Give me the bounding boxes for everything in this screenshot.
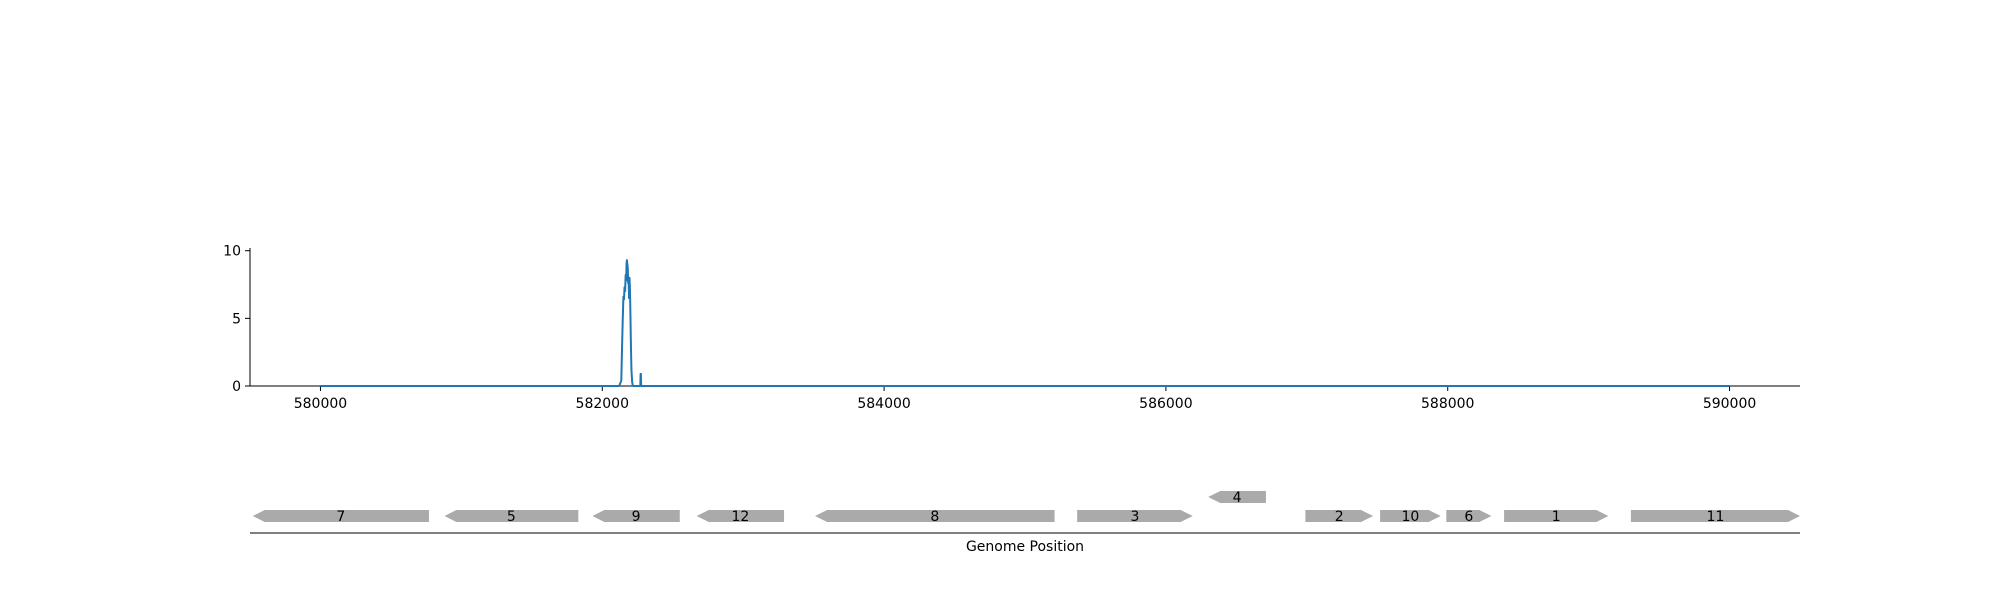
gene-feature: 9 xyxy=(592,509,680,525)
gene-arrow xyxy=(1630,510,1800,522)
gene-arrow xyxy=(1305,510,1374,522)
gene-label: 6 xyxy=(1464,509,1473,525)
gene-label: 10 xyxy=(1401,509,1419,525)
gene-features: 7 5 9 12 8 342 10 6 1 11 xyxy=(252,490,1800,525)
y-tick-label: 0 xyxy=(232,379,241,395)
gene-feature: 1 xyxy=(1504,509,1609,525)
gene-feature: 2 xyxy=(1305,509,1374,525)
gene-feature: 11 xyxy=(1630,509,1800,525)
gene-feature: 8 xyxy=(815,509,1055,525)
gene-arrow xyxy=(815,510,1055,522)
x-tick-label: 580000 xyxy=(294,396,347,412)
gene-feature: 5 xyxy=(444,509,579,525)
gene-label: 11 xyxy=(1707,509,1725,525)
gene-arrow xyxy=(1380,510,1441,522)
coverage-plot: 580000 582000 584000 586000 588000 590000 0 5 1… xyxy=(223,244,1800,412)
gene-label: 2 xyxy=(1335,509,1344,525)
x-tick-label: 586000 xyxy=(1139,396,1192,412)
gene-arrow xyxy=(1504,510,1609,522)
gene-feature: 10 xyxy=(1380,509,1441,525)
gene-label: 9 xyxy=(632,509,641,525)
x-tick-label: 582000 xyxy=(576,396,629,412)
x-tick-label: 584000 xyxy=(857,396,910,412)
coverage-y-ticks: 0 5 10 xyxy=(223,244,250,395)
coverage-line xyxy=(320,259,1730,387)
y-tick-label: 5 xyxy=(232,311,241,327)
gene-feature: 6 xyxy=(1446,509,1492,525)
coverage-lines xyxy=(320,259,1730,387)
x-tick-label: 590000 xyxy=(1703,396,1756,412)
gene-label: 3 xyxy=(1130,509,1139,525)
gene-feature: 7 xyxy=(252,509,429,525)
gene-arrow xyxy=(1208,491,1266,503)
gene-arrow xyxy=(696,510,785,522)
gene-feature: 12 xyxy=(696,509,785,525)
gene-label: 5 xyxy=(507,509,516,525)
gene-map-xlabel: Genome Position xyxy=(966,539,1084,555)
gene-label: 4 xyxy=(1233,490,1242,506)
gene-feature: 4 xyxy=(1208,490,1266,506)
gene-arrow xyxy=(1077,510,1193,522)
coverage-x-ticks: 580000 582000 584000 586000 588000 590000 xyxy=(294,386,1756,412)
y-tick-label: 10 xyxy=(223,244,241,260)
gene-label: 1 xyxy=(1552,509,1561,525)
gene-arrow xyxy=(444,510,579,522)
gene-arrow xyxy=(1446,510,1492,522)
gene-arrow xyxy=(252,510,429,522)
gene-feature: 3 xyxy=(1077,509,1193,525)
gene-map: 7 5 9 12 8 342 10 6 1 11 Genome Position xyxy=(250,490,1800,555)
gene-arrow xyxy=(592,510,680,522)
gene-label: 7 xyxy=(336,509,345,525)
gene-label: 12 xyxy=(731,509,749,525)
gene-label: 8 xyxy=(930,509,939,525)
x-tick-label: 588000 xyxy=(1421,396,1474,412)
